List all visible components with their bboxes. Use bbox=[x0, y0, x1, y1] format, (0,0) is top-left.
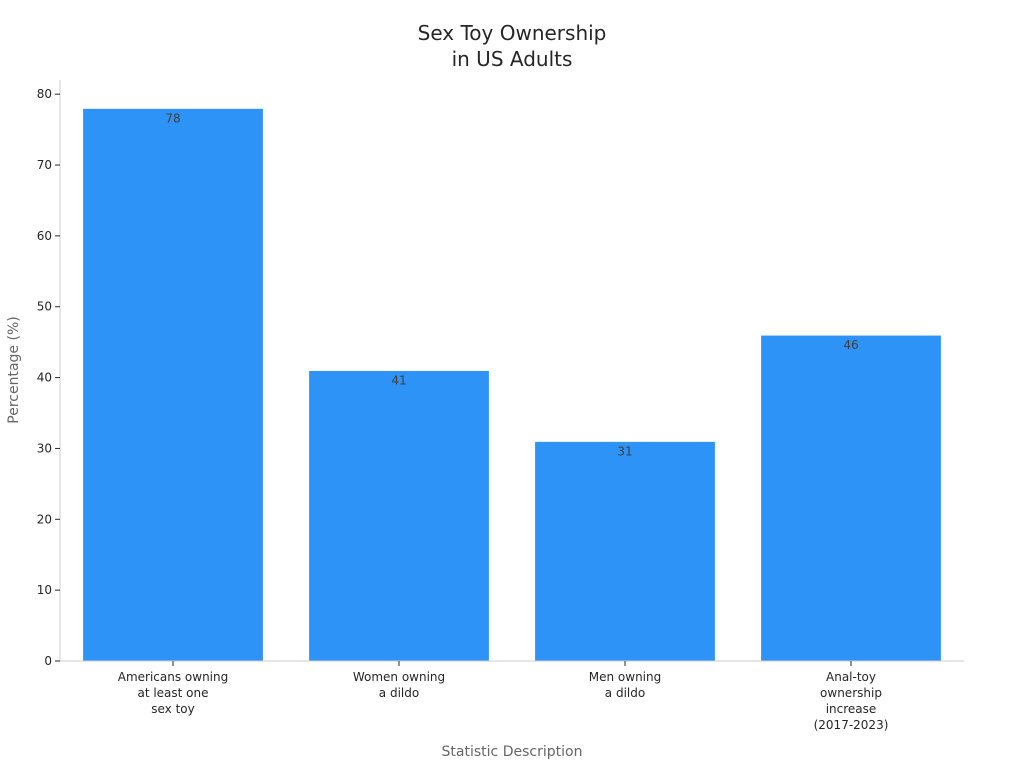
x-tick-label: Americans owning at least one sex toy bbox=[118, 670, 229, 716]
x-tick-label: Women owning a dildo bbox=[353, 670, 445, 700]
x-tick-label-line: at least one bbox=[137, 686, 208, 700]
chart-title-line-1: Sex Toy Ownership bbox=[418, 21, 607, 45]
bar bbox=[82, 107, 264, 662]
plot-area: 78 41 31 46 bbox=[82, 107, 942, 662]
y-axis-ticks: 0 10 20 30 40 50 60 70 80 bbox=[37, 87, 60, 668]
bar bbox=[308, 370, 490, 662]
x-tick-label-line: ownership bbox=[820, 686, 882, 700]
chart-title: Sex Toy Ownership in US Adults bbox=[418, 21, 607, 71]
x-axis-ticks: Americans owning at least one sex toy Women… bbox=[118, 661, 889, 732]
x-tick-label-line: Americans owning bbox=[118, 670, 229, 684]
bar-value-label: 46 bbox=[843, 338, 858, 352]
y-tick-label: 70 bbox=[37, 158, 52, 172]
y-tick-label: 20 bbox=[37, 512, 52, 526]
x-tick-label-line: Anal-toy bbox=[826, 670, 876, 684]
bar-value-label: 78 bbox=[165, 111, 180, 125]
bar-value-label: 41 bbox=[391, 374, 406, 388]
bar bbox=[534, 440, 716, 662]
y-tick-label: 60 bbox=[37, 229, 52, 243]
y-tick-label: 30 bbox=[37, 441, 52, 455]
bar bbox=[760, 334, 942, 662]
x-tick-label-line: Men owning bbox=[589, 670, 661, 684]
x-tick-label-line: sex toy bbox=[151, 702, 195, 716]
x-tick-label-line: Women owning bbox=[353, 670, 445, 684]
y-tick-label: 0 bbox=[44, 654, 52, 668]
chart-title-line-2: in US Adults bbox=[452, 47, 573, 71]
x-tick-label: Men owning a dildo bbox=[589, 670, 661, 700]
y-tick-label: 40 bbox=[37, 371, 52, 385]
y-tick-label: 10 bbox=[37, 583, 52, 597]
bar-value-label: 31 bbox=[617, 444, 632, 458]
x-tick-label-line: (2017-2023) bbox=[814, 718, 889, 732]
y-tick-label: 50 bbox=[37, 300, 52, 314]
x-tick-label-line: increase bbox=[826, 702, 877, 716]
y-tick-label: 80 bbox=[37, 87, 52, 101]
y-axis-label: Percentage (%) bbox=[6, 316, 22, 423]
x-tick-label-line: a dildo bbox=[379, 686, 419, 700]
x-tick-label-line: a dildo bbox=[605, 686, 645, 700]
x-tick-label: Anal-toy ownership increase (2017-2023) bbox=[814, 670, 889, 732]
x-axis-label: Statistic Description bbox=[442, 744, 583, 760]
